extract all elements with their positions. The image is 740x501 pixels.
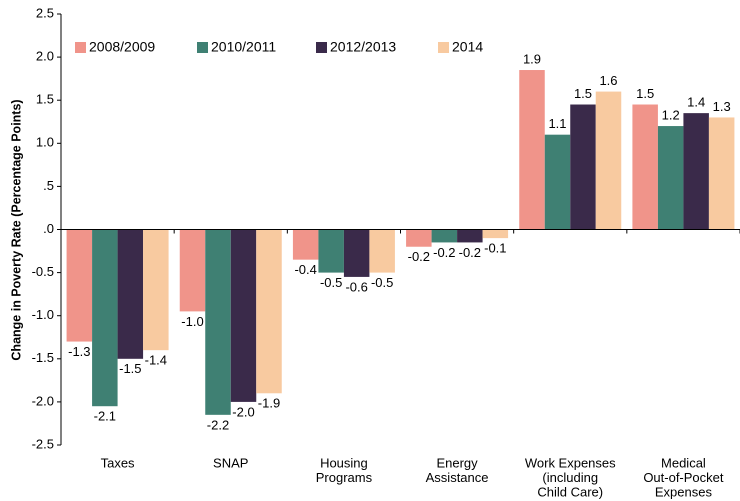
legend-swatch [197,42,208,53]
value-label: 1.3 [713,99,731,114]
y-tick-label: 2.0 [36,49,54,64]
bar [117,229,144,359]
y-tick-label: .0 [43,221,54,236]
x-tick-label: Expenses [655,484,713,499]
x-tick-label: Child Care) [537,484,603,499]
value-label: -2.2 [207,417,229,432]
value-label: 1.9 [523,51,541,66]
value-label: -0.2 [408,249,430,264]
y-tick-label: -1.5 [32,350,54,365]
value-label: -0.2 [459,245,481,260]
bar [292,229,319,260]
value-label: -0.2 [433,245,455,260]
bar [457,229,483,243]
value-label: 1.2 [662,107,680,122]
y-axis-title: Change in Poverty Rate (Percentage Point… [9,99,23,360]
y-tick-label: 1.0 [36,135,54,150]
x-tick-label: Energy [436,455,478,470]
bar [632,104,658,230]
bar [595,91,622,230]
legend-swatch [438,42,449,53]
value-label: -0.1 [484,241,506,256]
bar [143,229,169,351]
bar [482,229,509,239]
x-tick-label: Programs [316,470,373,485]
bar [431,229,458,243]
y-tick-label: .5 [43,178,54,193]
y-tick-label: -2.5 [32,436,54,451]
bar [708,117,735,230]
legend-label: 2014 [452,39,483,55]
value-label: 1.1 [548,116,566,131]
bar [406,229,432,247]
legend-swatch [75,42,86,53]
value-label: -1.0 [181,314,203,329]
value-label: -0.4 [294,262,316,277]
bar [544,134,571,230]
value-label: -1.5 [119,361,141,376]
bar [318,229,344,273]
bar [369,229,395,273]
x-tick-label: Taxes [101,455,135,470]
value-label: -1.4 [145,353,167,368]
legend-label: 2008/2009 [89,39,155,55]
legend-label: 2012/2013 [330,39,396,55]
value-label: 1.4 [687,95,705,110]
value-label: -2.1 [94,409,116,424]
bar [230,229,257,402]
y-tick-label: 1.5 [36,92,54,107]
value-label: -2.0 [232,404,254,419]
bar [657,126,684,230]
bar [683,113,709,230]
value-label: -0.6 [345,279,367,294]
value-label: 1.5 [636,86,654,101]
x-tick-label: Housing [320,455,368,470]
x-tick-label: Medical [661,455,706,470]
x-tick-label: Assistance [426,470,489,485]
legend-swatch [316,42,327,53]
value-label: -1.9 [258,396,280,411]
bar [205,229,231,415]
value-label: -1.3 [68,344,90,359]
bar [570,104,596,230]
y-tick-label: -0.5 [32,264,54,279]
y-tick-label: -2.0 [32,393,54,408]
value-label: -0.5 [371,275,393,290]
x-tick-label: Work Expenses [525,455,616,470]
bar [92,229,118,407]
x-tick-label: SNAP [213,455,248,470]
bar [256,229,282,394]
y-tick-label: 2.5 [36,5,54,20]
bar [519,70,545,230]
value-label: 1.5 [574,86,592,101]
bar [343,229,370,277]
value-label: 1.6 [599,73,617,88]
value-label: -0.5 [320,275,342,290]
y-tick-label: -1.0 [32,307,54,322]
legend-label: 2010/2011 [211,39,276,55]
x-tick-label: Out-of-Pocket [643,470,724,485]
x-tick-label: (including [542,470,598,485]
bar [179,229,206,312]
bar [66,229,93,342]
